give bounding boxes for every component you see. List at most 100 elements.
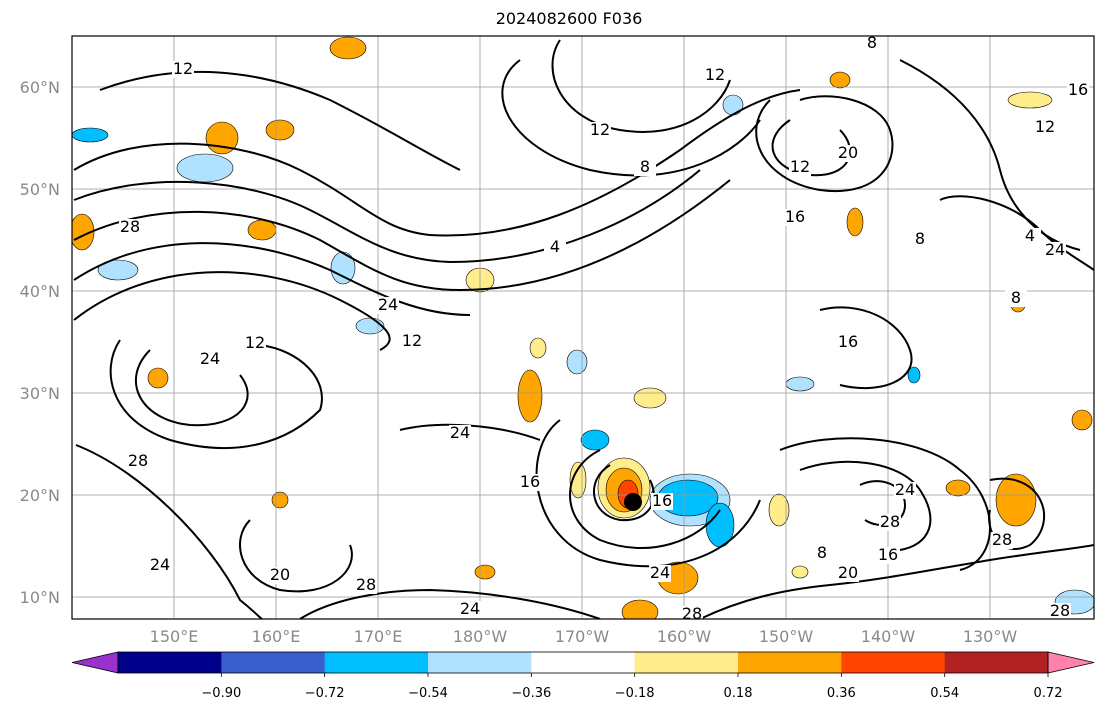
shade-patch bbox=[355, 317, 385, 335]
contour-line bbox=[73, 179, 731, 292]
colorbar-segment bbox=[531, 652, 636, 673]
contour-line bbox=[799, 460, 932, 551]
contour-label-bg bbox=[909, 231, 931, 248]
colorbar-segment bbox=[944, 652, 1049, 673]
contour-label-bg bbox=[269, 567, 291, 584]
shade-patch bbox=[846, 207, 864, 237]
contour-label-bg bbox=[837, 145, 859, 162]
contour-label: 28 bbox=[356, 575, 376, 594]
contour-label-bg bbox=[634, 159, 656, 176]
contour-label: 8 bbox=[915, 229, 925, 248]
contour-label-bg bbox=[861, 36, 883, 52]
contour-label: 8 bbox=[640, 157, 650, 176]
shade-patch bbox=[147, 367, 169, 389]
colorbar-segment bbox=[738, 652, 842, 673]
contour-label-bg bbox=[879, 514, 901, 531]
contour-label: 16 bbox=[838, 332, 858, 351]
contour-label-bg bbox=[649, 565, 671, 582]
contour-label-bg bbox=[544, 239, 566, 256]
shade-patch bbox=[829, 71, 851, 89]
colorbar-over-arrow bbox=[1047, 651, 1095, 674]
shade-patch bbox=[329, 36, 367, 60]
shade-patch bbox=[995, 473, 1037, 527]
contour-label: 16 bbox=[878, 545, 898, 564]
contour-label: 16 bbox=[785, 207, 805, 226]
contour-label: 12 bbox=[173, 59, 193, 78]
contour-line bbox=[75, 444, 263, 619]
contour-label-bg bbox=[894, 482, 916, 499]
contour-label-bg bbox=[784, 209, 806, 226]
contour-label-bg bbox=[127, 453, 149, 470]
contour-label: 24 bbox=[200, 349, 220, 368]
colorbar-tick-label: −0.36 bbox=[511, 686, 551, 701]
colorbar-tick-label: −0.18 bbox=[615, 686, 655, 701]
contour-line bbox=[73, 242, 471, 316]
lon-tick-label: 170°E bbox=[354, 627, 403, 646]
contour-label: 8 bbox=[867, 33, 877, 52]
colorbar-segment bbox=[118, 652, 222, 673]
contour-label-bg bbox=[1044, 242, 1066, 259]
contour-label-bg bbox=[1019, 228, 1041, 245]
contour-label: 28 bbox=[128, 451, 148, 470]
contour-label: 24 bbox=[450, 423, 470, 442]
contour-label: 16 bbox=[652, 491, 672, 510]
shade-patch bbox=[580, 429, 610, 451]
shade-patch bbox=[768, 493, 790, 527]
contour-label-bg bbox=[449, 425, 471, 442]
contour-label-bg bbox=[589, 122, 611, 139]
shade-patch bbox=[72, 127, 109, 143]
map-title: 2024082600 F036 bbox=[495, 9, 643, 28]
contour-label: 16 bbox=[520, 472, 540, 491]
shade-patch bbox=[722, 94, 744, 116]
contour-label: 8 bbox=[1011, 288, 1021, 307]
contour-label: 20 bbox=[838, 563, 858, 582]
contour-label-bg bbox=[789, 159, 811, 176]
shade-patch bbox=[785, 376, 815, 392]
contour-label-bg bbox=[172, 61, 194, 78]
lon-tick-label: 140°W bbox=[861, 627, 916, 646]
contour-line bbox=[819, 306, 913, 390]
contour-line bbox=[73, 89, 801, 237]
shade-patch bbox=[265, 119, 295, 141]
graticule bbox=[72, 36, 1094, 619]
contour-label-bg bbox=[1034, 119, 1056, 136]
contour-line bbox=[73, 169, 701, 264]
colorbar-tick-label: 0.18 bbox=[724, 686, 753, 701]
shade-patch bbox=[621, 599, 659, 619]
contour-line bbox=[551, 39, 731, 133]
contour-label-bg bbox=[837, 334, 859, 351]
colorbar-segment bbox=[841, 652, 946, 673]
shade-patch bbox=[566, 349, 588, 375]
contour-label: 16 bbox=[1068, 80, 1088, 99]
map-frame bbox=[71, 35, 1095, 620]
contour-label-bg bbox=[811, 545, 833, 562]
contour-label: 24 bbox=[460, 599, 480, 618]
shade-patch bbox=[517, 369, 543, 423]
contour-label: 12 bbox=[245, 333, 265, 352]
lat-tick-label: 20°N bbox=[20, 486, 60, 505]
colorbar-tick-label: 0.72 bbox=[1034, 686, 1063, 701]
colorbar: −0.90 −0.72 −0.54 −0.36 −0.18 0.18 0.36 0.54 0.7… bbox=[71, 651, 1095, 701]
shade-patch bbox=[907, 366, 921, 384]
contour-line bbox=[535, 419, 761, 568]
contour-line bbox=[239, 519, 353, 593]
contour-label: 28 bbox=[992, 530, 1012, 549]
shade-patch bbox=[529, 337, 547, 359]
contour-label-bg bbox=[877, 547, 899, 564]
colorbar-tick-label: −0.72 bbox=[305, 686, 345, 701]
contour-label: 8 bbox=[817, 543, 827, 562]
shade-patch bbox=[1007, 91, 1053, 109]
contour-label-bg bbox=[199, 351, 221, 368]
contour-line bbox=[779, 437, 991, 571]
contour-label: 24 bbox=[150, 555, 170, 574]
contour-label-bg bbox=[1005, 290, 1027, 307]
contour-line bbox=[73, 271, 391, 351]
contour-label-bg bbox=[837, 565, 859, 582]
latitude-axis: 60°N 50°N 40°N 30°N 20°N 10°N bbox=[20, 78, 60, 607]
lon-tick-label: 160°E bbox=[252, 627, 301, 646]
shade-patch bbox=[247, 219, 277, 241]
lat-tick-label: 30°N bbox=[20, 384, 60, 403]
lat-tick-label: 40°N bbox=[20, 282, 60, 301]
contour-label: 12 bbox=[590, 120, 610, 139]
colorbar-segment bbox=[221, 652, 326, 673]
